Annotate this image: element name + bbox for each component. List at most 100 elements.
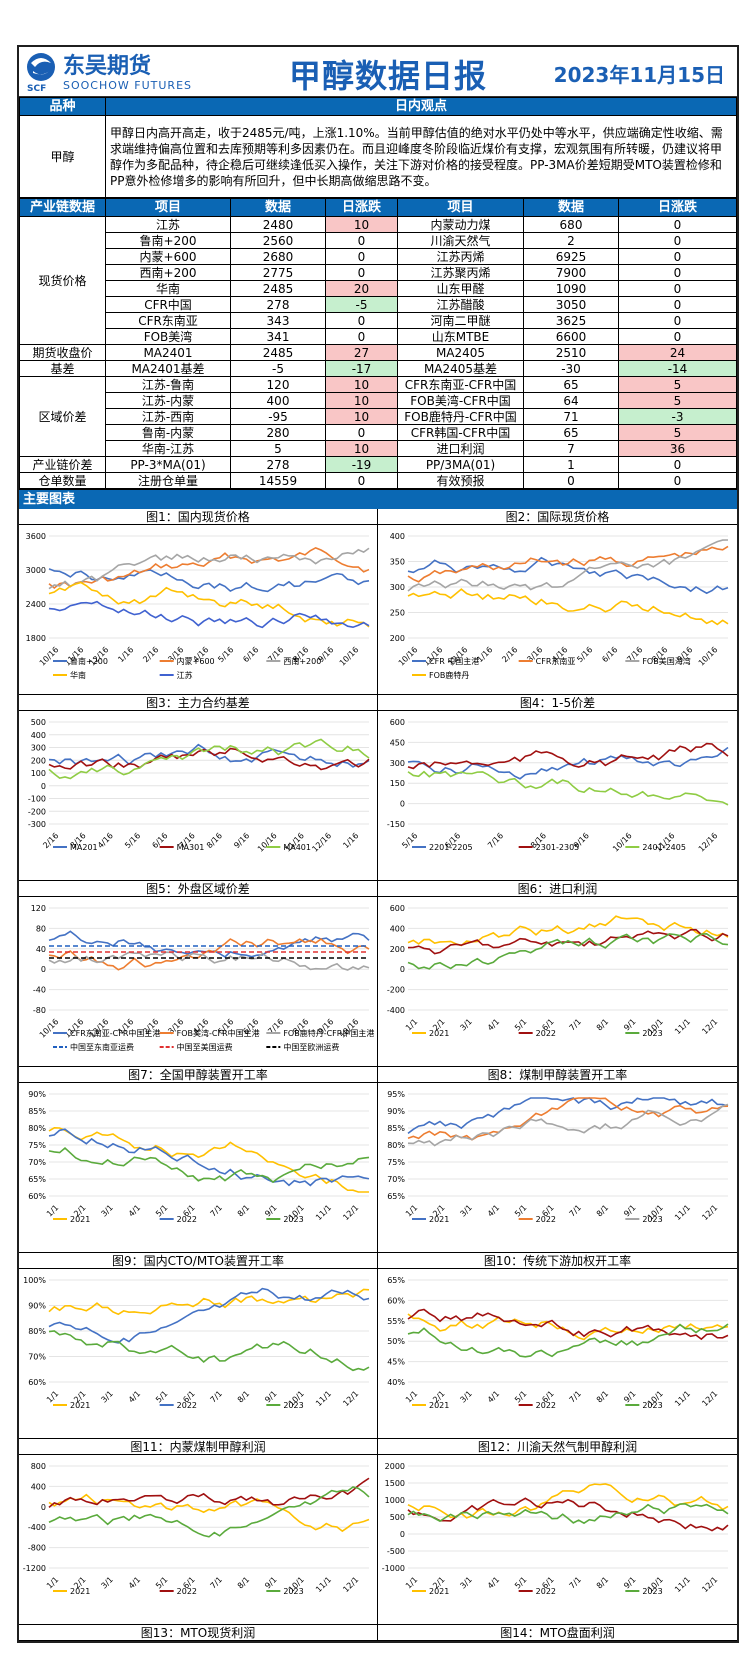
chart-title: 图4：1-5价差 (378, 695, 737, 711)
chart-panel: 图3：主力合约基差 500 400 300 200 100 0 -100 -200 -300 2/1… (19, 695, 378, 881)
x-tick-label: 12/1 (700, 1203, 719, 1222)
legend-label: 2022 (536, 1029, 556, 1038)
view-text: 甲醇日内高开高走，收于2485元/吨，上涨1.10%。当前甲醇估值的绝对水平仍处… (105, 115, 737, 198)
series-line (407, 1308, 729, 1341)
table-cell: 278 (230, 456, 326, 473)
y-tick-label: 1000 (385, 1496, 405, 1505)
y-tick-label: 0 (400, 1530, 405, 1539)
table-cell: 27 (325, 344, 398, 361)
table-row: 仓单数量 注册仓单量 14559 0 有效预报 0 0 (19, 472, 737, 489)
table-cell: 2560 (230, 232, 326, 249)
x-tick-label: 9/1 (622, 1575, 637, 1590)
table-cell: 2485 (230, 280, 326, 297)
chart-panel: 图1：国内现货价格 3600 3000 2400 1800 10/16 11/16 12/16… (19, 509, 378, 695)
x-tick-label: 1/16 (116, 645, 135, 664)
y-tick-label: 55% (387, 1317, 405, 1326)
table-cell: MA2405 (397, 344, 524, 361)
x-tick-label: 9/1 (263, 1389, 278, 1404)
legend-label: 2023 (642, 1587, 662, 1596)
table-cell: 2510 (523, 344, 619, 361)
y-tick-label: 150 (390, 779, 405, 788)
y-tick-label: 90% (28, 1302, 46, 1311)
y-tick-label: 450 (390, 738, 405, 747)
table-header: 项目 (105, 198, 231, 217)
table-cell: 3625 (523, 312, 619, 329)
table-header: 项目 (397, 198, 524, 217)
series-line (407, 1097, 729, 1134)
x-tick-label: 5/1 (154, 1203, 169, 1218)
y-tick-label: 400 (31, 1482, 46, 1491)
x-tick-label: 10/16 (611, 831, 634, 854)
table-cell: 680 (523, 216, 619, 233)
table-cell: 江苏丙烯 (397, 248, 524, 265)
table-cell: 江苏-西南 (105, 408, 231, 425)
x-tick-label: 4/16 (96, 831, 115, 850)
legend-label: CFR东南亚-CFR中国主港 (70, 1028, 160, 1038)
table-cell: FOB鹿特丹-CFR中国 (397, 408, 524, 425)
y-tick-label: -200 (28, 807, 46, 816)
y-tick-label: 400 (390, 532, 405, 541)
y-tick-label: 200 (390, 634, 405, 643)
table-cell: -14 (618, 360, 737, 377)
y-tick-label: 60% (28, 1378, 46, 1387)
table-cell: 山东甲醛 (397, 280, 524, 297)
x-tick-label: 8/1 (236, 1389, 251, 1404)
y-tick-label: 600 (390, 904, 405, 913)
table-row: 华南-江苏 5 10 进口利润 7 36 (20, 440, 737, 457)
group-label: 产业链价差 (19, 456, 106, 473)
series-line (48, 1146, 370, 1184)
chart-panel: 图11：内蒙煤制甲醇利润 800 400 0 -400 -800 -1200 1/1 2/1 3/… (19, 1439, 378, 1625)
x-tick-label: 11/1 (673, 1389, 692, 1408)
x-tick-label: 12/1 (341, 1203, 360, 1222)
x-tick-label: 9/1 (263, 1575, 278, 1590)
table-cell: 华南-江苏 (105, 440, 231, 457)
table-cell: CFR东南亚 (105, 312, 231, 329)
chart-title: 图10：传统下游加权开工率 (378, 1253, 737, 1269)
x-tick-label: 8/1 (595, 1203, 610, 1218)
y-tick-label: 300 (31, 744, 46, 753)
x-tick-label: 5/1 (513, 1203, 528, 1218)
series-line (407, 1323, 729, 1358)
table-cell: 343 (230, 312, 326, 329)
table-cell: 5 (618, 392, 737, 409)
x-tick-label: 7/1 (209, 1575, 224, 1590)
x-tick-label: 1/1 (45, 1203, 60, 1218)
legend-label: 2022 (536, 1215, 556, 1224)
legend-label: 2021 (429, 1401, 449, 1410)
table-cell: 0 (618, 296, 737, 313)
legend-label: 2023 (283, 1215, 303, 1224)
y-tick-label: 3000 (26, 566, 46, 575)
table-cell: 江苏-内蒙 (105, 392, 231, 409)
x-tick-label: 7/1 (209, 1203, 224, 1218)
table-row: 产业链价差 PP-3*MA(01) 278 -19 PP/3MA(01) 1 0 (19, 456, 737, 473)
company-logo: SCF 东吴期货 SOOCHOW FUTURES (23, 51, 203, 94)
x-tick-label: 8/1 (236, 1575, 251, 1590)
x-tick-label: 4/1 (486, 1017, 501, 1032)
y-tick-label: 85% (28, 1107, 46, 1116)
x-tick-label: 8/1 (595, 1389, 610, 1404)
table-row: 基差 MA2401基差 -5 -17 MA2405基差 -30 -14 (19, 360, 737, 377)
x-tick-label: 12/1 (341, 1389, 360, 1408)
y-tick-label: 65% (387, 1276, 405, 1285)
x-tick-label: 12/1 (700, 1575, 719, 1594)
y-tick-label: 45% (387, 1358, 405, 1367)
table-cell: 江苏 (105, 216, 231, 233)
table-cell: 7 (523, 440, 619, 457)
legend-label: CFR 中国主港 (429, 656, 479, 666)
x-tick-label: 7/1 (568, 1389, 583, 1404)
legend-label: MA201 (70, 843, 98, 852)
y-tick-label: -300 (28, 820, 46, 829)
table-cell: 36 (618, 440, 737, 457)
table-cell: 5 (230, 440, 326, 457)
series-line (48, 581, 370, 628)
legend-label: 2023 (642, 1401, 662, 1410)
footer-caption-left: 图13：MTO现货利润 (19, 1625, 378, 1641)
y-tick-label: 80% (28, 1124, 46, 1133)
y-tick-label: 90% (28, 1090, 46, 1099)
y-tick-label: -400 (387, 1006, 405, 1015)
y-tick-label: 70% (28, 1158, 46, 1167)
table-cell: 65 (523, 376, 619, 393)
x-tick-label: 5/1 (513, 1575, 528, 1590)
legend-label: CFR东南亚 (536, 656, 576, 666)
